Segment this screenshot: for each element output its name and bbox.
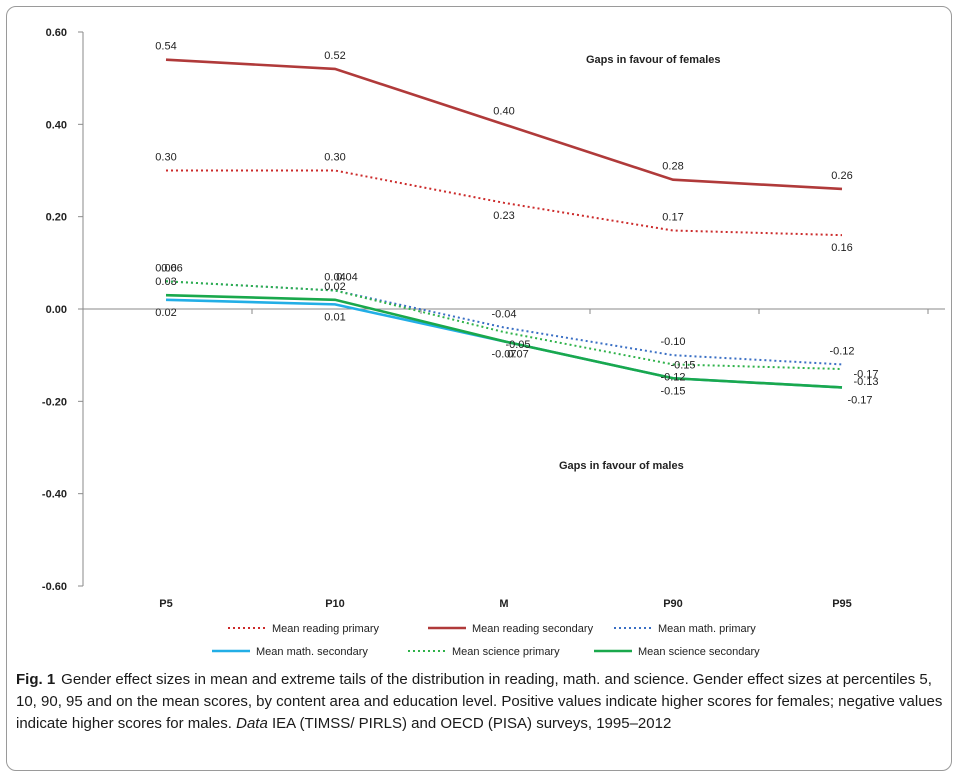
data-label: -0.10 — [660, 336, 685, 348]
x-tick-label: P90 — [663, 598, 683, 610]
data-label: -0.12 — [660, 371, 685, 383]
legend-label-4: Mean science primary — [452, 646, 560, 658]
data-label: 0.40 — [493, 105, 514, 117]
x-tick-label: P95 — [832, 598, 852, 610]
data-label: -0.15 — [660, 385, 685, 397]
y-tick-label: -0.40 — [42, 489, 67, 501]
data-label: 0.03 — [155, 276, 176, 288]
caption-source-text: IEA (TIMSS/ PIRLS) and OECD (PISA) surve… — [271, 715, 672, 732]
data-label: 0.06 — [155, 262, 176, 274]
y-tick-label: 0.00 — [46, 304, 67, 316]
annotation-females: Gaps in favour of females — [586, 54, 720, 66]
data-label: 0.04 — [336, 272, 357, 284]
series-line-1 — [165, 58, 843, 191]
data-label: 0.02 — [155, 307, 176, 319]
data-label: -0.13 — [853, 376, 878, 388]
figure-frame — [6, 6, 952, 771]
y-tick-label: 0.40 — [46, 119, 67, 131]
line-chart: 0.60 0.40 0.20 0.00 -0.20 -0.40 -0.60 P5 P10 M P90… — [42, 27, 945, 658]
annotation-males: Gaps in favour of males — [559, 460, 684, 472]
data-label: -0.12 — [829, 345, 854, 357]
data-label: 0.26 — [831, 170, 852, 182]
y-tick-label: -0.60 — [42, 581, 67, 593]
data-label: -0.17 — [853, 368, 878, 380]
data-label: 0.17 — [662, 212, 683, 224]
legend-label-5: Mean science secondary — [638, 646, 760, 658]
x-tick-label: M — [499, 598, 508, 610]
caption-main-text: Gender effect sizes in mean and extreme … — [16, 671, 943, 732]
series-line-0 — [166, 169, 843, 237]
data-label: 0.52 — [324, 50, 345, 62]
data-label: 0.04 — [324, 272, 345, 284]
series-line-4 — [165, 280, 843, 371]
legend-label-0: Mean reading primary — [272, 623, 379, 635]
data-label: 0.30 — [155, 152, 176, 164]
data-label: 0.16 — [831, 242, 852, 254]
data-label: 0.02 — [324, 281, 345, 293]
data-label: 0.28 — [662, 161, 683, 173]
data-label: 0.01 — [324, 311, 345, 323]
legend-label-3: Mean math. secondary — [256, 646, 368, 658]
figure-label: Fig. 1 — [16, 671, 56, 688]
y-tick-label: 0.20 — [46, 212, 67, 224]
data-label: -0.05 — [505, 339, 530, 351]
data-label: -0.15 — [670, 359, 695, 371]
x-tick-label: P10 — [325, 598, 345, 610]
legend-label-1: Mean reading secondary — [472, 623, 594, 635]
data-label: -0.04 — [491, 308, 516, 320]
data-label: -0.17 — [847, 394, 872, 406]
data-label: 0.30 — [324, 152, 345, 164]
figure-caption: Fig. 1 Gender effect sizes in mean and ex… — [16, 669, 944, 735]
series-line-5 — [165, 293, 843, 389]
data-label: 0.06 — [161, 262, 182, 274]
y-tick-label: 0.60 — [46, 27, 67, 39]
data-label: 0.07 — [507, 348, 528, 360]
y-tick-label: -0.20 — [42, 396, 67, 408]
legend-label-2: Mean math. primary — [658, 623, 756, 635]
x-tick-label: P5 — [159, 598, 172, 610]
caption-data-word: Data — [236, 715, 268, 732]
data-label: 0.54 — [155, 41, 176, 53]
data-label: 0.23 — [493, 210, 514, 222]
data-label: -0.07 — [491, 348, 516, 360]
